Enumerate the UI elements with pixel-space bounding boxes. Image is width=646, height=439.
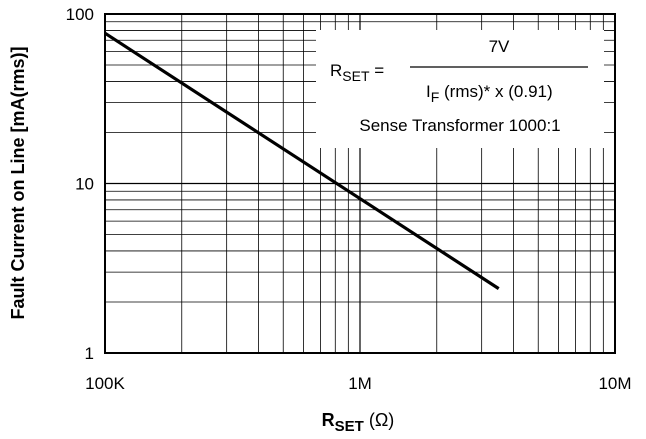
tick-labels: 100K 1M 10M 1 10 100 <box>66 5 632 393</box>
sense-transformer-note: Sense Transformer 1000:1 <box>359 116 560 135</box>
x-tick-label: 10M <box>598 374 631 393</box>
formula-numerator: 7V <box>489 37 510 56</box>
y-axis-title: Fault Current on Line [mA(rms)] <box>8 47 28 320</box>
y-tick-label: 100 <box>66 5 94 24</box>
series-layer <box>104 31 500 290</box>
x-tick-label: 1M <box>348 374 372 393</box>
series-line-1 <box>104 31 500 290</box>
y-tick-label: 1 <box>85 344 94 363</box>
formula-box <box>316 30 604 148</box>
y-tick-label: 10 <box>75 175 94 194</box>
formula-denominator: IF (rms)* x (0.91) <box>426 82 553 105</box>
formula-annotation: RSET = 7V IF (rms)* x (0.91) Sense Trans… <box>316 30 604 148</box>
formula-lhs: RSET = <box>330 61 384 84</box>
x-axis-title: RSET (Ω) <box>322 410 395 435</box>
plot-frame <box>104 13 616 354</box>
x-tick-label: 100K <box>85 374 125 393</box>
